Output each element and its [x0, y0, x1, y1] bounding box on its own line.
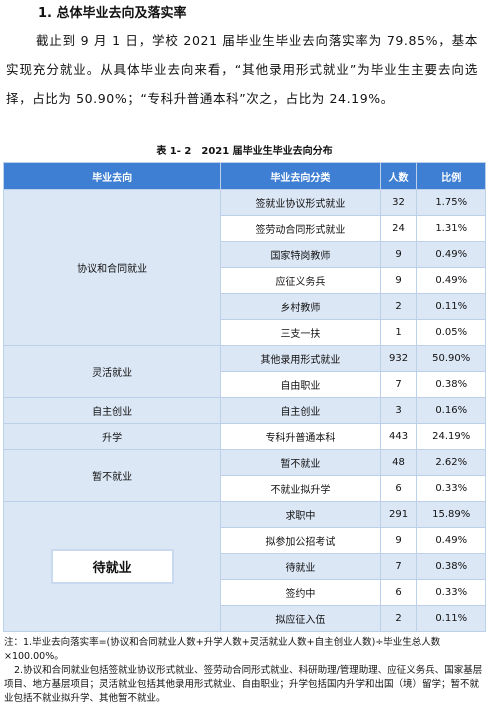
table-cell: 0.11%	[416, 605, 486, 632]
table-cell: 50.90%	[416, 345, 486, 372]
group-cell: 自主创业	[2, 397, 222, 424]
group-cell: 灵活就业	[2, 345, 222, 398]
table-row: 签劳动合同形式就业 24 1.31%	[4, 215, 486, 242]
table-caption: 表 1- 2 2021 届毕业生毕业去向分布	[156, 146, 333, 157]
table-cell: 9	[379, 267, 418, 294]
group-cell: 待就业	[2, 501, 222, 632]
note: 注：1.毕业去向落实率=(协议和合同就业人数+升学人数+灵活就业人数+自主创业人…	[4, 637, 441, 662]
header-cell: 毕业去向	[2, 162, 222, 190]
table-cell: 15.89%	[416, 501, 486, 528]
note: 2.协议和合同就业包括签就业协议形式就业、签劳动合同形式就业、科研助理/管理助理…	[4, 665, 483, 704]
table-cell: 0.11%	[416, 293, 486, 320]
table-cell: 0.05%	[416, 319, 486, 346]
table-cell: 国家特岗教师	[220, 241, 381, 268]
table-cell: 签约中	[220, 579, 381, 606]
table-cell: 0.49%	[416, 267, 486, 294]
table-row: 待就业 求职中 291 15.89%	[2, 501, 486, 632]
table-cell: 0.16%	[416, 397, 486, 424]
header-cell: 毕业去向分类	[220, 162, 381, 190]
table-cell: 拟参加公招考试	[220, 527, 381, 554]
table-cell: 24.19%	[416, 423, 486, 450]
table-cell: 待就业	[220, 553, 381, 580]
group-label: 待就业	[50, 549, 174, 584]
table-cell: 乡村教师	[220, 293, 381, 320]
header-cell: 人数	[379, 162, 418, 190]
table-row: 待就业 7 0.38%	[4, 553, 486, 580]
table-cell: 6	[379, 579, 418, 606]
table-cell: 求职中	[220, 501, 381, 528]
notes: 注：1.毕业去向落实率=(协议和合同就业人数+升学人数+灵活就业人数+自主创业人…	[4, 636, 484, 706]
table-cell: 签就业协议形式就业	[220, 189, 381, 216]
table-cell: 0.33%	[416, 579, 486, 606]
table-cell: 自主创业	[220, 397, 381, 424]
table-cell: 其他录用形式就业	[220, 345, 381, 372]
table-cell: 专科升普通本科	[220, 423, 381, 450]
table-row: 拟参加公招考试 9 0.49%	[4, 527, 486, 554]
table-cell: 2	[379, 605, 418, 632]
table-cell: 7	[379, 371, 418, 398]
table-row: 国家特岗教师 9 0.49%	[4, 241, 486, 268]
table-row: 升学 专科升普通本科 443 24.19%	[2, 423, 486, 450]
table-row: 暂不就业 暂不就业 48 2.62%	[2, 449, 486, 502]
table-cell: 不就业拟升学	[220, 475, 381, 502]
group-cell: 升学	[2, 423, 222, 450]
table-cell: 6	[379, 475, 418, 502]
table-row: 拟应征入伍 2 0.11%	[4, 605, 486, 632]
table-cell: 拟应征入伍	[220, 605, 381, 632]
table-cell: 自由职业	[220, 371, 381, 398]
table-cell: 1.75%	[416, 189, 486, 216]
table: 毕业去向 毕业去向分类 人数 比例 协议和合同就业 签就业协议形式就业 32 1.75% 签劳动…	[2, 162, 486, 632]
table-row: 协议和合同就业 签就业协议形式就业 32 1.75%	[2, 189, 486, 346]
header-cell: 比例	[416, 162, 486, 190]
table-cell: 签劳动合同形式就业	[220, 215, 381, 242]
table-cell: 1.31%	[416, 215, 486, 242]
table-row: 自主创业 自主创业 3 0.16%	[2, 397, 486, 424]
table-cell: 3	[379, 397, 418, 424]
table-cell: 932	[379, 345, 418, 372]
table-cell: 0.49%	[416, 527, 486, 554]
table-cell: 32	[379, 189, 418, 216]
table-cell: 0.38%	[416, 553, 486, 580]
table-cell: 24	[379, 215, 418, 242]
table-cell: 9	[379, 241, 418, 268]
table-cell: 暂不就业	[220, 449, 381, 476]
table-row: 灵活就业 其他录用形式就业 932 50.90%	[2, 345, 486, 398]
group-cell: 协议和合同就业	[2, 189, 222, 346]
table-cell: 0.33%	[416, 475, 486, 502]
table-cell: 9	[379, 527, 418, 554]
table-cell: 1	[379, 319, 418, 346]
table-cell: 2.62%	[416, 449, 486, 476]
table-cell: 291	[379, 501, 418, 528]
table-cell: 应征义务兵	[220, 267, 381, 294]
table-cell: 7	[379, 553, 418, 580]
heading: 1. 总体毕业去向及落实率	[38, 6, 187, 21]
table-cell: 443	[379, 423, 418, 450]
header-row: 毕业去向 毕业去向分类 人数 比例	[2, 162, 486, 190]
table-cell: 0.49%	[416, 241, 486, 268]
group-cell: 暂不就业	[2, 449, 222, 502]
table-cell: 2	[379, 293, 418, 320]
paragraph: 截止到 9 月 1 日，学校 2021 届毕业生毕业去向落实率为 79.85%，…	[6, 33, 478, 106]
table-cell: 三支一扶	[220, 319, 381, 346]
table-cell: 0.38%	[416, 371, 486, 398]
table-cell: 48	[379, 449, 418, 476]
